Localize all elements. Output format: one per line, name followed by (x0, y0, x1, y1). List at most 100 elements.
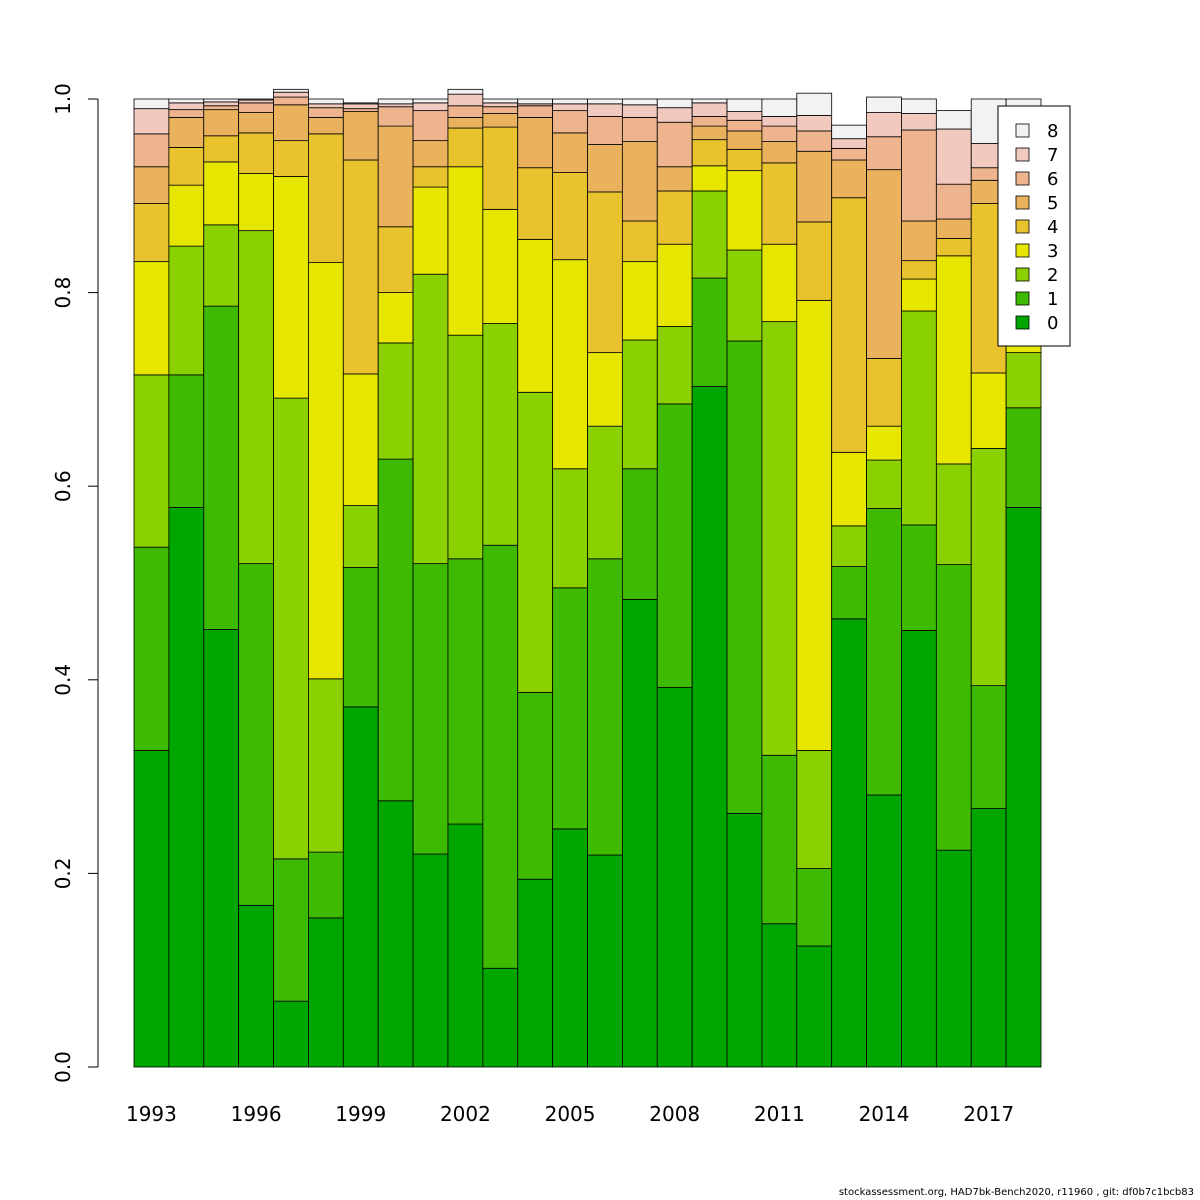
bar-2007-age-0 (621, 599, 658, 1068)
bar-2005-age-5 (552, 132, 588, 173)
legend-label-0: 0 (1047, 313, 1058, 334)
bar-1998-age-1 (308, 851, 344, 919)
bar-1999-age-5 (342, 111, 379, 161)
bar-2009-age-0 (691, 386, 728, 1068)
bar-1995-age-2 (203, 224, 240, 307)
bar-2009-age-6 (691, 116, 728, 127)
bar-2001-age-6 (412, 110, 449, 142)
bar-2015-age-1 (901, 524, 937, 631)
bar-2004-age-6 (517, 105, 554, 118)
bar-1996-age-0 (238, 904, 274, 1068)
bar-1997-age-7 (273, 91, 309, 98)
bar-2001-age-7 (412, 102, 449, 112)
bar-2007-age-1 (621, 468, 658, 600)
bar-2001-age-8 (412, 98, 449, 104)
bar-1995-age-4 (203, 135, 240, 163)
bar-1995-age-5 (203, 109, 240, 137)
bar-2016-age-8 (935, 110, 972, 130)
legend-swatch-0 (1015, 315, 1030, 330)
bar-1993-age-8 (133, 98, 170, 110)
bar-2003-age-2 (482, 323, 519, 546)
bar-2000-age-8 (377, 98, 414, 105)
bar-1997-age-0 (273, 1000, 309, 1068)
bar-1996-age-5 (238, 112, 274, 134)
bar-1996-age-6 (238, 102, 274, 113)
bar-2016-age-5 (935, 218, 972, 239)
bar-2015-age-0 (901, 630, 937, 1068)
legend-swatch-8 (1015, 123, 1030, 138)
footer-caption: stockassessment.org, HAD7bk-Bench2020, r… (838, 1187, 1194, 1198)
x-axis: 1993 1996 1999 2002 2005 2008 2011 2014 2017 (126, 1102, 1014, 1126)
bar-2003-age-0 (482, 967, 519, 1068)
bar-2014-age-6 (866, 136, 902, 171)
bar-2017-age-1 (970, 685, 1007, 809)
bar-2014-age-8 (866, 96, 902, 113)
bar-2004-age-8 (517, 98, 554, 105)
bar-2018-age-1 (1005, 407, 1042, 508)
legend-swatch-3 (1015, 243, 1030, 258)
legend-swatch-2 (1015, 267, 1030, 282)
bar-2014-age-5 (866, 169, 902, 359)
bar-1996-age-2 (238, 230, 274, 565)
bar-1999-age-8 (342, 102, 379, 105)
bar-2002-age-6 (447, 105, 484, 118)
x-tick-label: 2002 (440, 1102, 491, 1126)
bar-2015-age-3 (901, 278, 937, 312)
bar-1994-age-3 (168, 184, 205, 247)
bar-2003-age-3 (482, 208, 519, 324)
bar-2011-age-1 (761, 754, 798, 925)
bar-1998-age-3 (308, 262, 344, 680)
bar-1996-age-4 (238, 132, 274, 174)
bar-2008-age-0 (656, 687, 693, 1068)
bar-2005-age-2 (552, 468, 588, 589)
bar-2014-age-2 (866, 459, 902, 509)
bar-2013-age-4 (831, 197, 867, 453)
bar-1999-age-6 (342, 108, 379, 112)
bar-2008-age-3 (656, 243, 693, 327)
bar-2017-age-3 (970, 372, 1007, 449)
bar-2004-age-5 (517, 116, 554, 169)
bar-2010-age-2 (726, 249, 763, 342)
bar-2003-age-4 (482, 126, 519, 210)
bar-2005-age-3 (552, 259, 588, 470)
bar-2016-age-6 (935, 183, 972, 220)
bar-2007-age-6 (621, 116, 658, 142)
bar-2002-age-7 (447, 93, 484, 107)
x-tick-label: 2005 (545, 1102, 596, 1126)
bar-2001-age-5 (412, 140, 449, 168)
bar-1996-age-8 (238, 98, 274, 101)
bar-2006-age-4 (587, 191, 623, 354)
y-tick-label: 1.0 (51, 83, 75, 115)
bar-2007-age-5 (621, 141, 658, 222)
bar-2012-age-0 (796, 945, 833, 1068)
bar-2014-age-4 (866, 358, 902, 427)
bar-2006-age-6 (587, 116, 623, 145)
legend-swatch-5 (1015, 195, 1030, 210)
y-tick-label: 0.4 (51, 664, 75, 696)
bar-2002-age-8 (447, 88, 484, 95)
bar-1993-age-4 (133, 203, 170, 263)
bar-2012-age-4 (796, 221, 833, 301)
legend-swatch-6 (1015, 171, 1030, 186)
legend-swatch-4 (1015, 219, 1030, 234)
bar-2002-age-3 (447, 166, 484, 336)
bar-2017-age-0 (970, 808, 1007, 1068)
bar-2012-age-2 (796, 750, 833, 869)
bar-2016-age-0 (935, 849, 972, 1068)
bar-2001-age-4 (412, 166, 449, 188)
bar-2015-age-6 (901, 129, 937, 222)
bar-2015-age-8 (901, 98, 937, 114)
bar-2011-age-0 (761, 923, 798, 1068)
bar-2008-age-7 (656, 107, 693, 123)
bar-2015-age-4 (901, 260, 937, 280)
bar-2013-age-0 (831, 618, 867, 1068)
bar-1994-age-2 (168, 245, 205, 376)
bar-2012-age-5 (796, 150, 833, 223)
bar-2004-age-1 (517, 691, 554, 880)
bar-2013-age-7 (831, 138, 867, 149)
bar-1997-age-1 (273, 858, 309, 1002)
bar-2003-age-5 (482, 113, 519, 128)
bar-2016-age-3 (935, 255, 972, 465)
bar-2010-age-0 (726, 812, 763, 1068)
bar-2013-age-1 (831, 566, 867, 620)
